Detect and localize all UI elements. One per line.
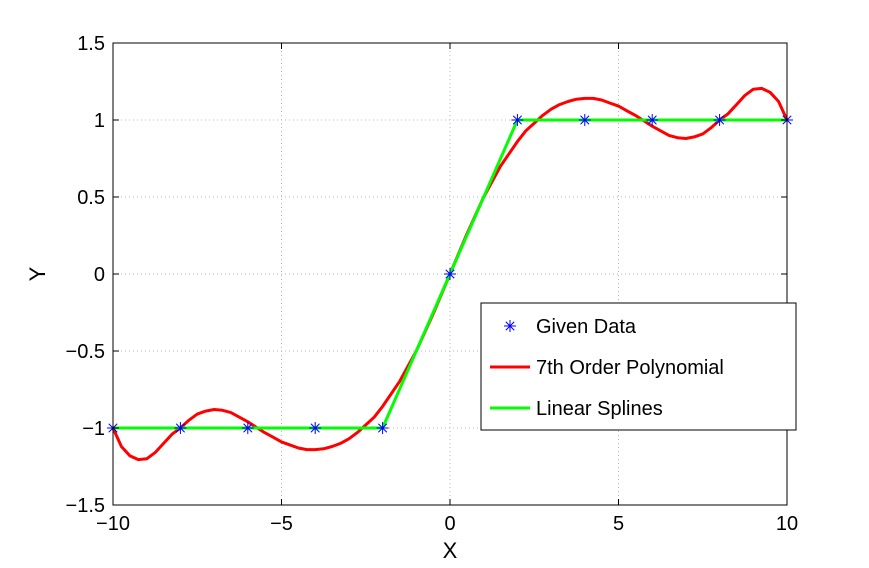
legend-label: Linear Splines [536,398,663,420]
data-point [241,422,254,434]
legend-entry: Given Data [504,316,637,338]
data-point [174,422,187,434]
y-tick-label: −1.5 [66,495,105,517]
x-tick-label: −5 [270,513,293,535]
y-tick-label: −0.5 [66,341,105,363]
x-axis-label: X [443,538,458,563]
data-point [713,114,726,126]
y-tick-label: −1 [82,418,105,440]
data-point [376,422,389,434]
x-tick-label: 0 [444,513,455,535]
axis-ticks: −10 −5 0 5 10 −1.5 −1 −0.5 0 0.5 1 1.5 [66,33,799,535]
data-point [309,422,322,434]
series-layer [107,86,793,462]
legend: Given Data 7th Order Polynomial Linear Spl… [480,302,797,431]
legend-entry: 7th Order Polynomial [490,357,724,379]
x-tick-label: −10 [96,513,130,535]
data-point [578,114,591,126]
legend-label: Given Data [536,316,637,338]
y-tick-label: 1 [94,110,105,132]
y-tick-label: 1.5 [77,33,105,55]
data-point [511,114,524,126]
legend-label: 7th Order Polynomial [536,357,724,379]
legend-box [480,302,797,431]
data-point [646,114,659,126]
x-tick-label: 5 [613,513,624,535]
legend-entry: Linear Splines [490,398,663,420]
y-tick-label: 0 [94,264,105,286]
legend-marker [504,320,516,332]
x-tick-label: 10 [776,513,798,535]
y-tick-label: 0.5 [77,187,105,209]
data-point [444,268,456,280]
y-axis-label: Y [25,266,50,281]
